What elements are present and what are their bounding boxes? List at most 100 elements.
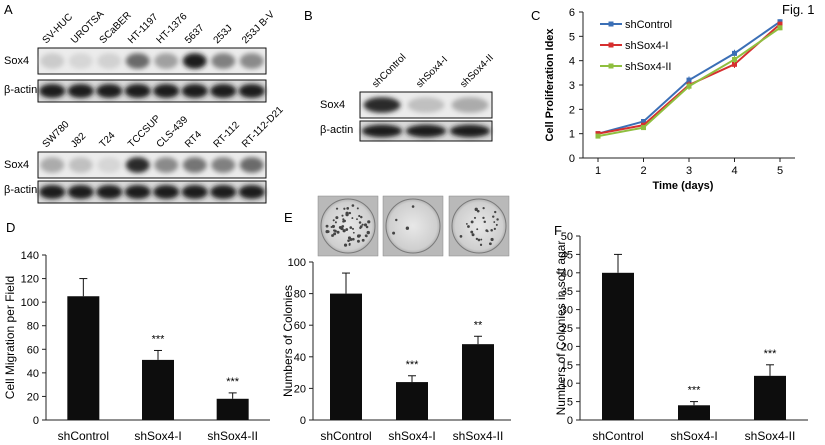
blot-a-top-lane-label: 253J bbox=[212, 23, 235, 46]
chart-d-y-tick-label: 0 bbox=[33, 415, 39, 427]
panel-letter-e: E bbox=[284, 210, 293, 225]
chart-c-point bbox=[732, 61, 737, 67]
chart-e-y-tick-label: 60 bbox=[294, 320, 306, 332]
chart-d-y-tick-label: 20 bbox=[27, 391, 39, 403]
colony-dot bbox=[358, 214, 361, 218]
blot-b-sox4-band bbox=[363, 97, 401, 113]
chart-c-point bbox=[732, 56, 737, 62]
blot-b-actin-band bbox=[449, 124, 491, 138]
colony-dot bbox=[351, 237, 355, 241]
colony-dot bbox=[476, 228, 479, 231]
chart-f-y-tick-label: 50 bbox=[561, 231, 573, 243]
colony-dot bbox=[477, 238, 481, 242]
blot-a-bottom-sox4-band bbox=[40, 157, 65, 173]
colony-dot bbox=[341, 214, 344, 217]
petri-dish bbox=[320, 198, 376, 254]
chart-c-point bbox=[777, 21, 783, 27]
chart-d-bar bbox=[216, 398, 249, 420]
colony-dot bbox=[470, 230, 474, 234]
chart-f-y-tick-label: 40 bbox=[561, 268, 573, 280]
blot-a-bottom-lane-label: RT-112-D21 bbox=[240, 104, 286, 150]
chart-c-y-tick-label: 3 bbox=[569, 80, 575, 92]
colony-dot bbox=[343, 207, 346, 210]
colony-dot bbox=[342, 218, 345, 221]
blot-b-sox4-band bbox=[407, 97, 445, 113]
colony-dot bbox=[405, 226, 410, 230]
chart-c-y-tick-label: 5 bbox=[569, 31, 575, 43]
chart-e-x-tick-label: shSox4-II bbox=[453, 429, 504, 443]
chart-c-x-tick-label: 5 bbox=[777, 165, 783, 177]
colony-dot bbox=[360, 215, 363, 219]
colony-dot bbox=[325, 229, 329, 234]
colony-dot bbox=[342, 220, 345, 223]
chart-c-y-tick-label: 1 bbox=[569, 129, 575, 141]
colony-dot bbox=[482, 206, 485, 210]
colony-images bbox=[317, 195, 510, 257]
chart-d-bar bbox=[67, 296, 100, 420]
colony-dot bbox=[356, 207, 359, 210]
blot-b-lane-label: shSox4-II bbox=[458, 52, 496, 90]
petri-dish bbox=[451, 198, 507, 254]
chart-f-x-tick-label: shControl bbox=[592, 429, 643, 443]
chart-d-y-tick-label: 140 bbox=[21, 250, 39, 262]
chart-d-x-tick-label: shSox4-I bbox=[134, 429, 181, 443]
chart-f-y-tick-label: 25 bbox=[561, 323, 573, 335]
blot-a-bottom-actin-band bbox=[153, 184, 180, 200]
chart-c-legend-label: shControl bbox=[625, 19, 672, 31]
blot-a-bottom-lane-label: RT4 bbox=[183, 129, 204, 150]
chart-d-significance: *** bbox=[226, 376, 240, 388]
colony-dot bbox=[470, 220, 474, 224]
panel-letter-d: D bbox=[6, 220, 15, 235]
blot-a-top-actin-band bbox=[39, 83, 66, 99]
colony-dot bbox=[338, 225, 342, 230]
chart-d-significance: *** bbox=[152, 333, 166, 345]
colony-dot bbox=[349, 226, 353, 229]
colony-dot bbox=[365, 225, 369, 229]
blot-a-top-sox4-band bbox=[125, 53, 150, 69]
colony-dot bbox=[359, 225, 363, 228]
colony-dot bbox=[358, 234, 362, 237]
colony-dot bbox=[482, 216, 485, 220]
chart-e-significance: *** bbox=[406, 359, 420, 371]
blot-a-bottom-row-label-sox4: Sox4 bbox=[4, 159, 29, 171]
chart-f-bar bbox=[754, 375, 786, 420]
blot-a-top-actin-band bbox=[238, 83, 265, 99]
chart-d-x-tick-label: shControl bbox=[58, 429, 109, 443]
chart-c-point bbox=[732, 50, 737, 56]
colony-dot bbox=[480, 238, 483, 241]
colony-dot bbox=[494, 210, 497, 214]
chart-f-y-tick-label: 30 bbox=[561, 305, 573, 317]
chart-f-y-tick-label: 0 bbox=[567, 415, 573, 427]
chart-f-y-tick-label: 20 bbox=[561, 341, 573, 353]
chart-e-bar bbox=[462, 344, 494, 420]
colony-dot bbox=[475, 237, 479, 241]
chart-f-significance: *** bbox=[764, 348, 778, 360]
colony-dot bbox=[476, 209, 480, 213]
colony-dot bbox=[333, 232, 337, 236]
blot-a-top-sox4-band bbox=[154, 53, 179, 69]
blot-a-top-sox4-band bbox=[182, 53, 207, 69]
chart-e-significance: ** bbox=[474, 319, 483, 331]
colony-dot bbox=[411, 205, 415, 208]
chart-e-colonies: 0 20 40 60 80 100 shControl *** shSox4-I ** shSox4… bbox=[281, 257, 511, 443]
chart-c-x-tick-label: 2 bbox=[640, 165, 646, 177]
colony-dot bbox=[493, 227, 496, 231]
blot-b-actin-band bbox=[405, 124, 447, 138]
chart-d-y-tick-label: 120 bbox=[21, 274, 39, 286]
colony-dot bbox=[336, 230, 340, 234]
blot-a-bottom-lane-label: T24 bbox=[98, 130, 118, 150]
chart-d-bar bbox=[142, 359, 174, 420]
chart-e-y-tick-label: 20 bbox=[294, 383, 306, 395]
colony-dot bbox=[335, 216, 339, 220]
blot-a-bottom-lane-label: SW780 bbox=[41, 119, 72, 150]
colony-dot bbox=[363, 223, 368, 227]
blot-b-lane-label: shSox4-I bbox=[414, 54, 450, 90]
blot-a-top-row-label-actin: β-actin bbox=[4, 84, 37, 96]
chart-c-proliferation: 0 1 2 3 4 5 6 1 2 3 4 5 Time (days) Cell Proliferatio… bbox=[544, 7, 795, 192]
blot-a-top-lane-label: SV-HUC bbox=[41, 12, 76, 47]
blot-a-top-actin-band bbox=[153, 83, 180, 99]
